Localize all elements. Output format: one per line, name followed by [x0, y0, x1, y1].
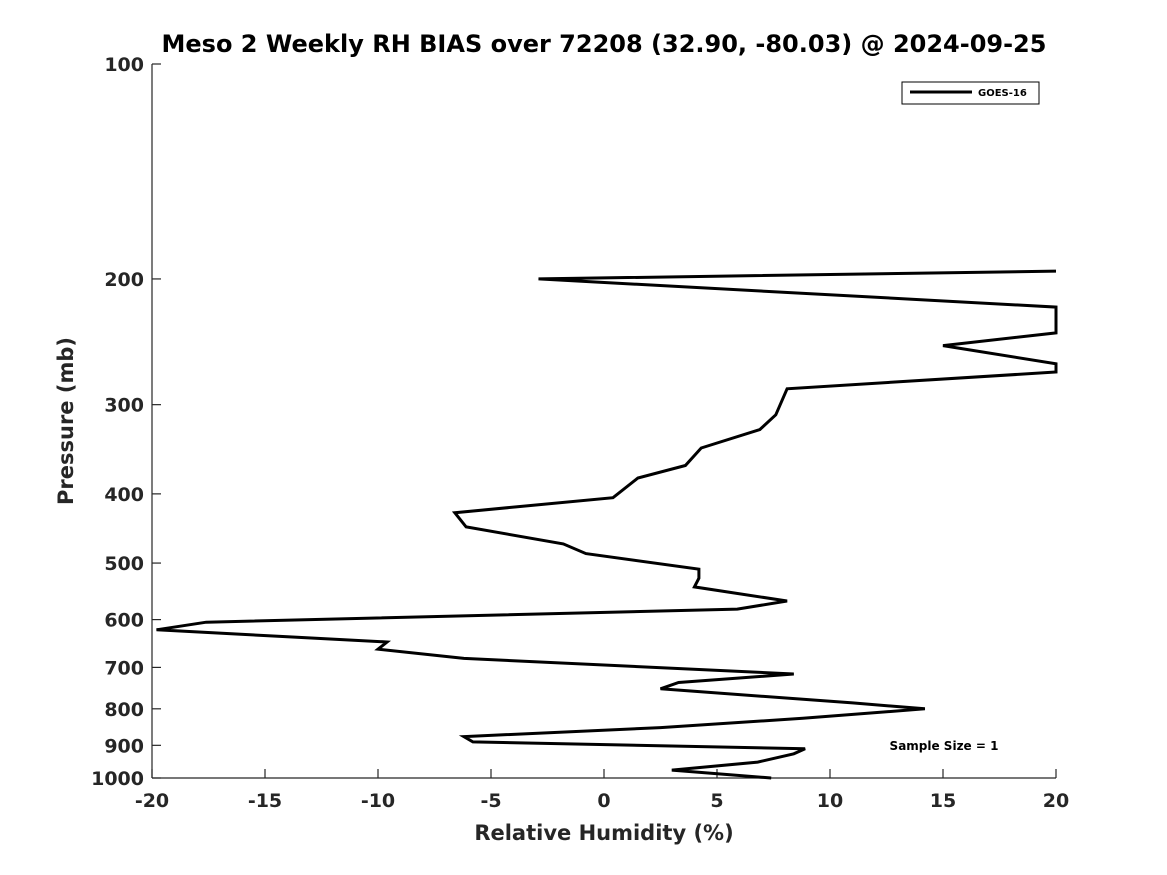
y-tick-label: 300: [104, 395, 144, 417]
x-axis-ticks: -20 -15 -10 -5 0 5 10 15 20: [135, 769, 1069, 812]
x-tick-label: 15: [930, 790, 956, 812]
x-tick-label: 0: [597, 790, 610, 812]
y-tick-label: 1000: [91, 768, 144, 790]
y-tick-label: 800: [104, 699, 144, 721]
y-tick-label: 500: [104, 553, 144, 575]
x-axis-label: Relative Humidity (%): [474, 821, 733, 845]
legend-entry-goes-16: GOES-16: [978, 88, 1027, 99]
sample-size-annotation: Sample Size = 1: [890, 739, 999, 753]
legend[interactable]: GOES-16: [901, 81, 1040, 105]
y-axis-ticks: 100 200 300 400 500 600 700 800 900 1000: [91, 54, 161, 790]
x-tick-label: -20: [135, 790, 169, 812]
y-tick-label: 100: [104, 54, 144, 76]
plot-area: [152, 64, 1056, 778]
y-tick-label: 900: [104, 735, 144, 757]
x-tick-label: -10: [361, 790, 395, 812]
x-tick-label: 10: [817, 790, 843, 812]
y-tick-label: 700: [104, 657, 144, 679]
x-tick-label: 5: [710, 790, 723, 812]
y-tick-label: 400: [104, 484, 144, 506]
y-tick-label: 200: [104, 269, 144, 291]
series-line-goes-16: [156, 269, 1058, 780]
y-axis-label: Pressure (mb): [54, 337, 78, 505]
x-tick-label: -15: [248, 790, 282, 812]
y-tick-label: 600: [104, 610, 144, 632]
chart-title: Meso 2 Weekly RH BIAS over 72208 (32.90,…: [162, 30, 1047, 58]
x-tick-label: -5: [480, 790, 501, 812]
x-tick-label: 20: [1043, 790, 1069, 812]
series-layer: [156, 269, 1058, 780]
